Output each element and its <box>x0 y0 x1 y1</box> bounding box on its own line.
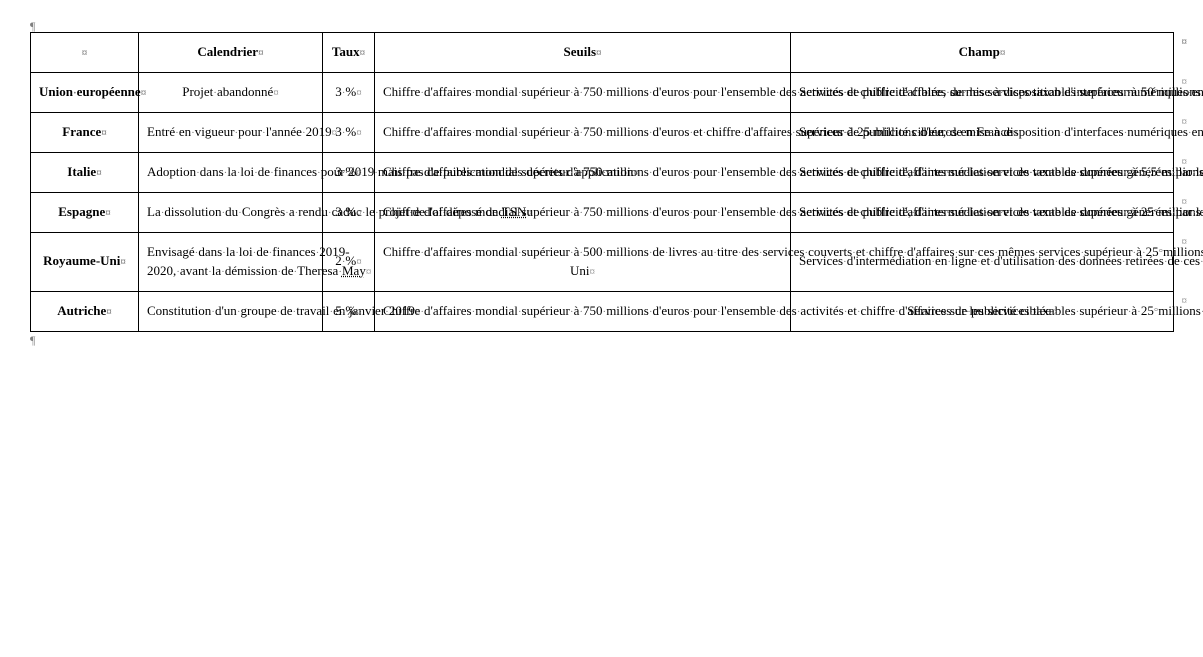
cell-champ-text: Services·de·publicité·ciblée,·de·mise·à·… <box>799 84 1203 99</box>
header-calendar: Calendrier¤ <box>139 33 323 73</box>
cell-country: Italie¤ <box>31 152 139 192</box>
cell-mark: ¤ <box>1051 306 1057 318</box>
cell-calendar: Entré·en·vigueur·pour·l'année·2019¤ <box>139 112 323 152</box>
cell-country: Autriche¤ <box>31 291 139 331</box>
cell-mark: ¤ <box>360 47 366 59</box>
cell-mark: ¤ <box>590 266 596 278</box>
cell-champ: Services·d'intermédiation·en·ligne·et·d'… <box>791 232 1174 291</box>
cell-taux-text: 3·% <box>335 84 356 99</box>
cell-mark: ¤ <box>106 306 112 318</box>
cell-mark: ¤ <box>596 47 602 59</box>
table-row: France¤Entré·en·vigueur·pour·l'année·201… <box>31 112 1174 152</box>
cell-country-text: Autriche <box>57 303 106 318</box>
table-row: Italie¤Adoption·dans·la·loi·de·finances·… <box>31 152 1174 192</box>
cell-mark: ¤ <box>96 167 102 179</box>
cell-calendar: Projet·abandonné¤ <box>139 72 323 112</box>
cell-champ-text: Services·de·publicité,·d'intermédiation·… <box>799 204 1203 219</box>
cell-calendar: Adoption·dans·la·loi·de·finances·pour·20… <box>139 152 323 192</box>
cell-seuils: Chiffre·d'affaires·mondial·supérieur·à·7… <box>375 291 791 331</box>
cell-mark: ¤ <box>356 207 362 219</box>
cell-country-text: France <box>62 124 101 139</box>
cell-taux: 2·%¤ <box>323 232 375 291</box>
cell-calendar: La·dissolution·du·Congrès·a·rendu·caduc·… <box>139 192 323 232</box>
cell-seuils: Chiffre·d'affaires·mondial·supérieur·à·7… <box>375 112 791 152</box>
cell-calendar: Constitution·d'un·groupe·de·travail·en·j… <box>139 291 323 331</box>
row-end-mark: ¤ <box>1182 296 1188 307</box>
row-end-mark: ¤ <box>1182 117 1188 128</box>
row-end-mark: ¤ <box>1182 77 1188 88</box>
header-champ: Champ¤ ¤ <box>791 33 1174 73</box>
cell-taux-text: 3·% <box>335 124 356 139</box>
header-taux-text: Taux <box>332 44 360 59</box>
cell-mark: ¤ <box>105 207 111 219</box>
cell-calendar-text: Entré·en·vigueur·pour·l'année·2019 <box>147 124 332 139</box>
cell-champ: Services·de·publicité,·d'intermédiation·… <box>791 152 1174 192</box>
header-seuils-text: Seuils <box>563 44 596 59</box>
row-end-mark: ¤ <box>1182 237 1188 248</box>
cell-country-text: Royaume-Uni <box>43 253 120 268</box>
cell-mark: ¤ <box>356 167 362 179</box>
cell-mark: ¤ <box>356 306 362 318</box>
cell-mark: ¤ <box>1000 47 1006 59</box>
cell-calendar: Envisagé·dans·la·loi·de·finances·2019-20… <box>139 232 323 291</box>
cell-country-text: Union·européenne <box>39 84 141 99</box>
header-seuils: Seuils¤ <box>375 33 791 73</box>
cell-country: France¤ <box>31 112 139 152</box>
paragraph-mark-top: ¶ <box>30 20 1173 32</box>
table-row: Espagne¤La·dissolution·du·Congrès·a·rend… <box>31 192 1174 232</box>
cell-mark: ¤ <box>258 47 264 59</box>
cell-seuils: Chiffre·d'affaires·mondial·supérieur·à·7… <box>375 152 791 192</box>
cell-mark: ¤ <box>273 87 279 99</box>
cell-country-text: Espagne <box>58 204 105 219</box>
header-taux: Taux¤ <box>323 33 375 73</box>
row-end-mark: ¤ <box>1182 157 1188 168</box>
row-end-mark: ¤ <box>1182 197 1188 208</box>
cell-country: Royaume-Uni¤ <box>31 232 139 291</box>
cell-mark: ¤ <box>82 47 88 59</box>
cell-mark: ¤ <box>101 127 107 139</box>
cell-champ-text: Services·de·publicité·ciblée <box>907 303 1051 318</box>
cell-taux-text: 3·% <box>335 204 356 219</box>
table-row: Union·européenne¤Projet·abandonné¤3·%¤Ch… <box>31 72 1174 112</box>
cell-champ: Services·de·publicité,·d'intermédiation·… <box>791 192 1174 232</box>
cell-calendar-text: Projet·abandonné <box>182 84 273 99</box>
cell-taux: 3·%¤ <box>323 192 375 232</box>
cell-champ-text: Services·de·publicité·ciblée,·de·mise·à·… <box>799 124 1203 139</box>
cell-champ: Services·de·publicité·ciblée¤¤ <box>791 291 1174 331</box>
row-end-mark: ¤ <box>1182 37 1188 48</box>
cell-taux: 3·%¤ <box>323 112 375 152</box>
cell-champ: Services·de·publicité·ciblée,·de·mise·à·… <box>791 72 1174 112</box>
header-champ-text: Champ <box>959 44 1000 59</box>
header-country: ¤ <box>31 33 139 73</box>
table-header-row: ¤ Calendrier¤ Taux¤ Seuils¤ Champ¤ ¤ <box>31 33 1174 73</box>
paragraph-mark-bottom: ¶ <box>30 334 1173 346</box>
cell-taux: 3·%¤ <box>323 152 375 192</box>
cell-country: Union·européenne¤ <box>31 72 139 112</box>
table-row: Autriche¤Constitution·d'un·groupe·de·tra… <box>31 291 1174 331</box>
cell-mark: ¤ <box>356 87 362 99</box>
header-calendar-text: Calendrier <box>197 44 258 59</box>
document-page: ¶ ¤ Calendrier¤ Taux¤ Seuils¤ Champ¤ <box>30 20 1173 346</box>
cell-taux: 3·%¤ <box>323 72 375 112</box>
cell-champ: Services·de·publicité·ciblée,·de·mise·à·… <box>791 112 1174 152</box>
cell-seuils: Chiffre·d'affaires·mondial·supérieur·à·7… <box>375 192 791 232</box>
cell-taux-text: 2·% <box>335 253 356 268</box>
cell-champ-text: Services·d'intermédiation·en·ligne·et·d'… <box>799 253 1203 268</box>
cell-mark: ¤ <box>356 127 362 139</box>
cell-mark: ¤ <box>120 256 126 268</box>
cell-country: Espagne¤ <box>31 192 139 232</box>
cell-taux: 5·%¤ <box>323 291 375 331</box>
cell-mark: ¤ <box>356 256 362 268</box>
cell-taux-text: 5·% <box>335 303 356 318</box>
cell-country-text: Italie <box>67 164 96 179</box>
table-row: Royaume-Uni¤Envisagé·dans·la·loi·de·fina… <box>31 232 1174 291</box>
cell-seuils: Chiffre·d'affaires·mondial·supérieur·à·7… <box>375 72 791 112</box>
comparison-table: ¤ Calendrier¤ Taux¤ Seuils¤ Champ¤ ¤ Uni… <box>30 32 1174 332</box>
cell-champ-text: Services·de·publicité,·d'intermédiation·… <box>799 164 1203 179</box>
cell-seuils: Chiffre·d'affaires·mondial·supérieur·à·5… <box>375 232 791 291</box>
cell-taux-text: 3·% <box>335 164 356 179</box>
